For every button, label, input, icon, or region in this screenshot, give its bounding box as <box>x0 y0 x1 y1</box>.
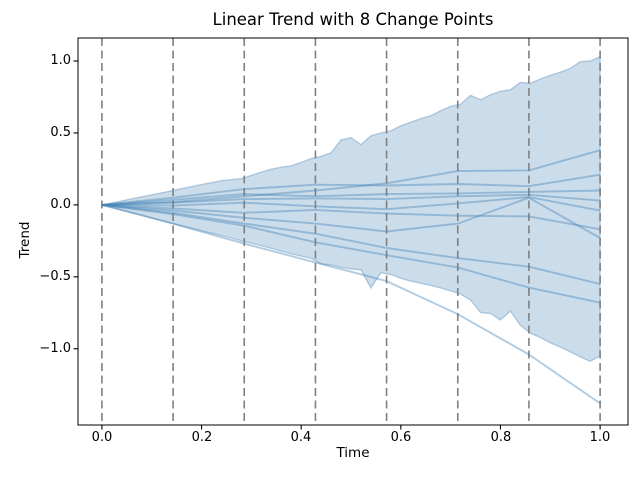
y-tick-label: 1.0 <box>50 53 71 68</box>
x-tick-label: 0.6 <box>390 430 412 445</box>
x-tick-label: 0.0 <box>91 430 113 445</box>
plot-border <box>77 37 629 426</box>
x-tick-label: 1.0 <box>589 430 611 445</box>
trend-sample-line <box>101 203 601 304</box>
trend-sample-line <box>101 149 601 206</box>
trend-sample-line <box>101 189 601 206</box>
chart-title: Linear Trend with 8 Change Points <box>212 10 494 29</box>
trend-sample-line <box>101 196 601 239</box>
trend-sample-line <box>101 173 601 206</box>
x-axis-label: Time <box>336 445 370 461</box>
trend-sample-line <box>101 203 601 405</box>
y-tick-label: −0.5 <box>39 269 71 284</box>
trend-sample-line <box>101 193 601 206</box>
y-axis-label: Trend <box>17 221 33 259</box>
x-tick-label: 0.2 <box>191 430 213 445</box>
y-tick-label: −1.0 <box>39 341 71 356</box>
x-tick-label: 0.8 <box>490 430 512 445</box>
x-tick-label: 0.4 <box>290 430 312 445</box>
y-tick-label: 0.5 <box>50 125 71 140</box>
trend-sample-line <box>101 203 601 231</box>
y-tick-label: 0.0 <box>50 197 71 212</box>
trend-sample-line <box>101 203 601 285</box>
trend-sample-line <box>101 196 601 212</box>
